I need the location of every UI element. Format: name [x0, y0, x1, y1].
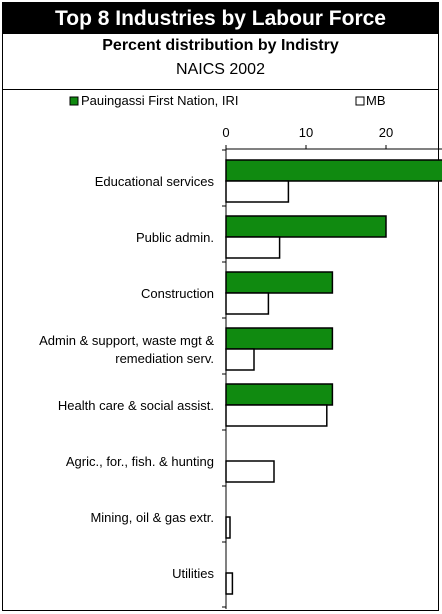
category-label: remediation serv.: [115, 351, 214, 366]
bars: [225, 159, 442, 595]
legend-swatch-series-1: [69, 96, 79, 106]
category-label: Utilities: [172, 566, 214, 581]
chart-subtitle: Percent distribution by Indistry: [102, 37, 339, 54]
bar-series-1: [225, 159, 442, 182]
category-label: Health care & social assist.: [58, 398, 214, 413]
category-label: Public admin.: [136, 230, 214, 245]
category-label: Agric., for., fish. & hunting: [66, 454, 214, 469]
bar-series-2: [225, 516, 231, 539]
category-labels: Educational services Public admin. Constru…: [39, 174, 214, 581]
legend-label-series-1: Pauingassi First Nation, IRI: [81, 93, 239, 108]
bar-series-1: [225, 383, 334, 406]
category-label: Educational services: [95, 174, 215, 189]
x-tick-label: 20: [379, 125, 393, 140]
legend-label-series-2: MB: [366, 93, 386, 108]
chart-title: Top 8 Industries by Labour Force: [3, 3, 438, 34]
category-label: Construction: [141, 286, 214, 301]
chart-subtitle-naics: NAICS 2002: [176, 61, 265, 78]
bar-series-2: [225, 236, 281, 259]
bar-series-2: [225, 348, 255, 371]
bar-series-2: [225, 180, 290, 203]
bar-series-1: [225, 271, 334, 294]
legend: Pauingassi First Nation, IRI MB: [69, 93, 386, 108]
bar-series-2: [225, 460, 275, 483]
bar-series-2: [225, 572, 234, 595]
bar-series-2: [225, 404, 328, 427]
category-label: Mining, oil & gas extr.: [90, 510, 214, 525]
bar-series-1: [225, 327, 334, 350]
bar-series-1: [225, 215, 387, 238]
legend-swatch-series-2: [355, 96, 365, 106]
header-divider: [3, 89, 438, 90]
x-tick-label: 10: [299, 125, 313, 140]
x-tick-label: 0: [222, 125, 229, 140]
bar-series-2: [225, 292, 270, 315]
category-label: Admin & support, waste mgt &: [39, 333, 214, 348]
